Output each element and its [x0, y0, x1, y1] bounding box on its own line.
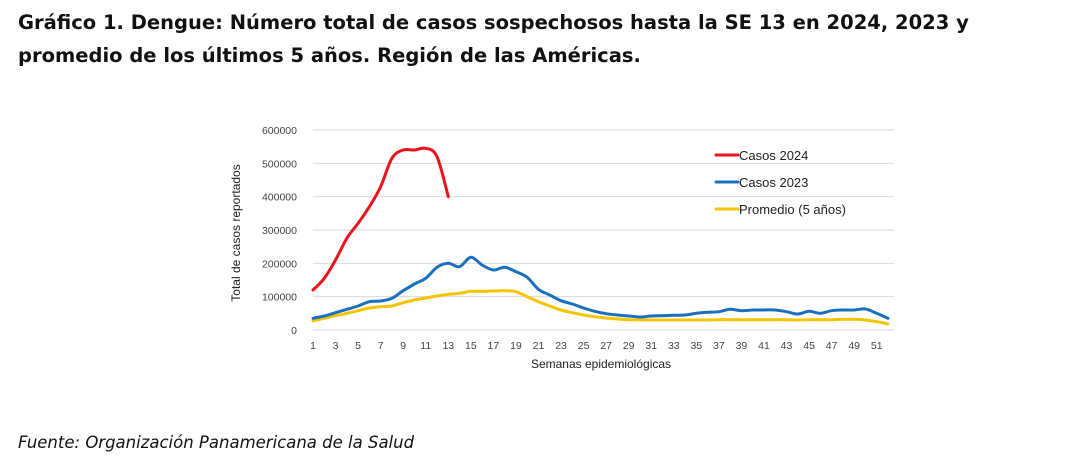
y-tick-label: 300000	[262, 225, 297, 237]
y-tick-label: 600000	[262, 125, 297, 137]
x-tick-label: 23	[555, 340, 567, 352]
series-line-casos-2024	[311, 146, 450, 292]
x-tick-label: 51	[871, 340, 883, 352]
x-tick-label: 37	[713, 340, 725, 352]
x-tick-label: 1	[310, 340, 316, 352]
legend-label: Casos 2024	[739, 148, 808, 163]
x-tick-label: 7	[378, 340, 384, 352]
x-tick-label: 11	[420, 340, 431, 352]
x-tick-label: 19	[510, 340, 522, 352]
x-tick-label: 21	[533, 340, 545, 352]
figure-title: Gráfico 1. Dengue: Número total de casos…	[18, 11, 969, 67]
x-tick-label: 27	[600, 340, 612, 352]
x-tick-label: 29	[623, 340, 635, 352]
x-tick-label: 17	[488, 340, 500, 352]
x-tick-label: 41	[758, 340, 770, 352]
x-tick-label: 31	[645, 340, 657, 352]
x-tick-label: 45	[803, 340, 815, 352]
x-axis-label: Semanas epidemiológicas	[531, 357, 671, 371]
legend: Casos 2024 Casos 2023 Promedio (5 años)	[714, 148, 846, 217]
y-tick-label: 200000	[262, 258, 297, 270]
x-tick-label: 15	[465, 340, 477, 352]
x-tick-label: 49	[848, 340, 860, 352]
y-axis-ticks: 0 100000 200000 300000 400000 500000 600000	[262, 125, 297, 337]
y-tick-label: 400000	[262, 192, 297, 204]
legend-label: Promedio (5 años)	[739, 202, 846, 217]
legend-label: Casos 2023	[739, 175, 808, 190]
y-tick-label: 500000	[262, 158, 297, 170]
x-tick-label: 9	[400, 340, 406, 352]
x-tick-label: 5	[355, 340, 361, 352]
series-lines	[311, 146, 890, 326]
x-tick-label: 35	[690, 340, 702, 352]
x-tick-label: 3	[333, 340, 339, 352]
x-axis-ticks: 1 3 5 7 9 11 13 15 17 19 21 23 25 27 29 31 33 35 37 39 41 43 4…	[310, 340, 883, 352]
x-tick-label: 47	[826, 340, 838, 352]
x-tick-label: 25	[578, 340, 590, 352]
y-axis-label: Total de casos reportados	[229, 164, 243, 301]
y-tick-label: 0	[291, 325, 297, 337]
series-line-casos-2023	[311, 255, 890, 320]
y-tick-label: 100000	[262, 292, 297, 304]
gridlines	[313, 129, 894, 331]
x-tick-label: 39	[736, 340, 748, 352]
series-line-promedio-5-a-os	[311, 289, 890, 326]
x-tick-label: 43	[781, 340, 793, 352]
source-note: Fuente: Organización Panamericana de la …	[18, 433, 415, 452]
x-tick-label: 13	[442, 340, 454, 352]
x-tick-label: 33	[668, 340, 680, 352]
